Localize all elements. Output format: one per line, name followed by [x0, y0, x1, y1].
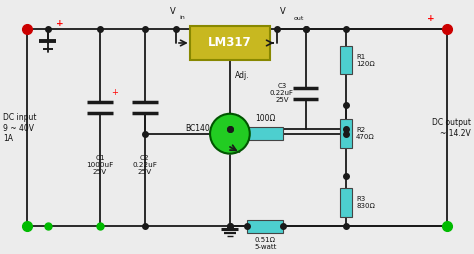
- Text: DC input
9 ~ 40V
1A: DC input 9 ~ 40V 1A: [3, 113, 36, 143]
- Text: +: +: [56, 19, 64, 28]
- Text: 0.51Ω
5-watt: 0.51Ω 5-watt: [254, 237, 276, 250]
- Text: C2
0.22uF
25V: C2 0.22uF 25V: [132, 155, 157, 174]
- Text: Adj.: Adj.: [235, 71, 249, 80]
- Bar: [247, 127, 283, 140]
- Text: 100Ω: 100Ω: [255, 114, 275, 123]
- Text: in: in: [179, 15, 185, 20]
- Text: C3
0.22uF
25V: C3 0.22uF 25V: [270, 83, 294, 103]
- Text: R3
830Ω: R3 830Ω: [356, 196, 375, 209]
- Text: R1
120Ω: R1 120Ω: [356, 54, 375, 67]
- Text: V: V: [170, 7, 176, 16]
- Text: LM317: LM317: [208, 37, 252, 50]
- Bar: [339, 46, 352, 74]
- Circle shape: [210, 114, 250, 154]
- Bar: [247, 220, 283, 233]
- Text: V: V: [280, 7, 285, 16]
- Text: out: out: [294, 16, 304, 21]
- Text: BC140: BC140: [185, 124, 210, 133]
- Text: R2
470Ω: R2 470Ω: [356, 127, 375, 140]
- Text: C1
1000uF
25V: C1 1000uF 25V: [86, 155, 114, 174]
- Bar: [190, 26, 270, 60]
- Text: +: +: [111, 88, 118, 97]
- Bar: [339, 188, 352, 217]
- Bar: [339, 119, 352, 148]
- Text: +: +: [427, 14, 435, 23]
- Text: DC output
~ 14.2V: DC output ~ 14.2V: [432, 118, 471, 138]
